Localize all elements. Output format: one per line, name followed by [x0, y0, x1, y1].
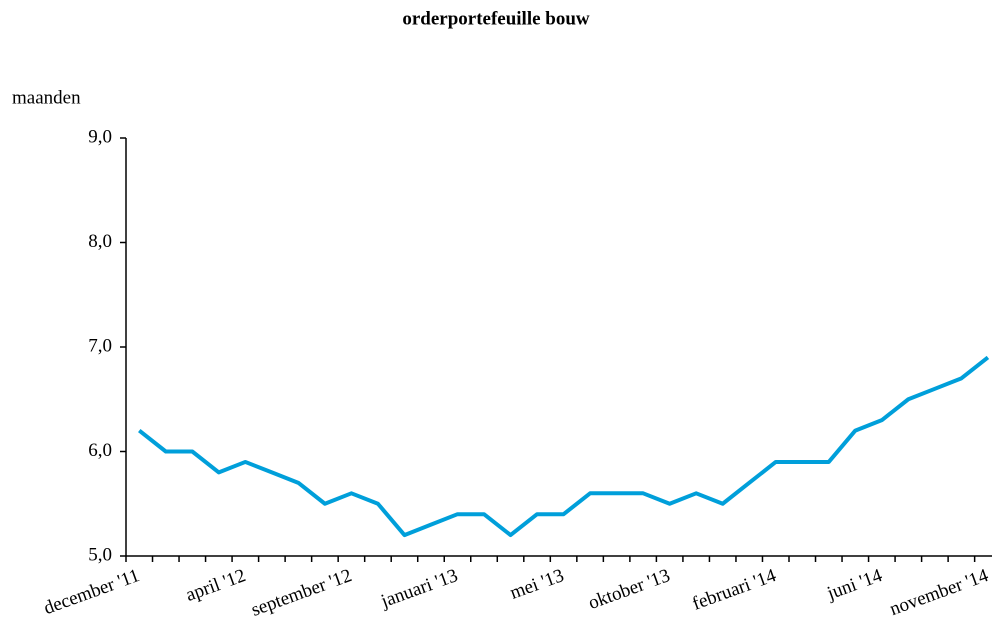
- y-tick-label: 8,0: [88, 231, 112, 252]
- x-tick-label: mei '13: [507, 565, 566, 604]
- x-tick-label: juni '14: [824, 565, 886, 605]
- x-tick-label: januari '13: [377, 565, 460, 612]
- x-tick-label: oktober '13: [586, 565, 673, 614]
- y-tick-label: 9,0: [88, 126, 112, 147]
- x-tick-label: november '14: [887, 565, 992, 620]
- x-tick-label: september '12: [249, 565, 355, 621]
- y-tick-label: 6,0: [88, 440, 112, 461]
- y-tick-label: 5,0: [88, 544, 112, 565]
- x-tick-label: april '12: [183, 565, 248, 606]
- y-tick-label: 7,0: [88, 335, 112, 356]
- y-axis-label: maanden: [12, 87, 81, 108]
- line-series: [138, 355, 990, 538]
- x-tick-label: februari '14: [690, 565, 780, 615]
- x-tick-label: december '11: [41, 565, 142, 619]
- chart-title: orderportefeuille bouw: [402, 8, 590, 29]
